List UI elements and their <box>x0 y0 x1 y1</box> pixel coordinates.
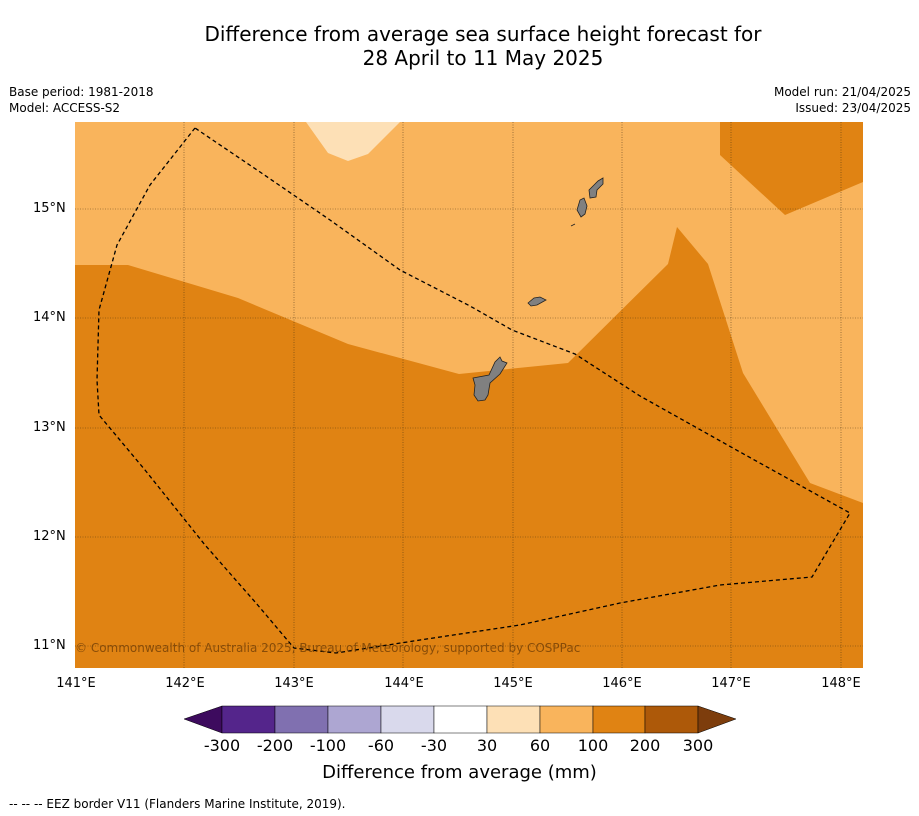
lon-label: 141°E <box>56 676 96 691</box>
lon-label: 144°E <box>384 676 424 691</box>
colorbar-bin <box>221 705 276 734</box>
colorbar-tick: 300 <box>682 736 714 755</box>
colorbar-bin <box>486 705 541 734</box>
land <box>472 177 604 402</box>
lat-label: 12°N <box>33 529 66 544</box>
colorbar-tick: -100 <box>309 736 347 755</box>
lon-label: 147°E <box>711 676 751 691</box>
colorbar-tick: -200 <box>256 736 294 755</box>
gridlines <box>75 122 863 668</box>
eez-border <box>96 127 851 654</box>
colorbar-bin <box>274 705 329 734</box>
issued-date: Issued: 23/04/2025 <box>795 101 911 115</box>
lat-label: 11°N <box>33 638 66 653</box>
map-title: Difference from average sea surface heig… <box>0 22 919 70</box>
region-dark-northeast <box>720 122 863 215</box>
tinian-island <box>576 197 588 218</box>
lon-label: 142°E <box>165 676 205 691</box>
model-name: Model: ACCESS-S2 <box>9 101 121 115</box>
colorbar-bin <box>380 705 435 734</box>
colorbar-tick: -60 <box>367 736 395 755</box>
lat-label: 15°N <box>33 201 66 216</box>
colorbar-tick: 60 <box>529 736 551 755</box>
colorbar-tick: 200 <box>629 736 661 755</box>
lon-label: 148°E <box>821 676 861 691</box>
title-line-2: 28 April to 11 May 2025 <box>362 46 604 70</box>
aguijan-island <box>570 223 576 227</box>
lon-label: 143°E <box>274 676 314 691</box>
model-run: Model run: 21/04/2025 <box>773 85 911 99</box>
colorbar-tick: 30 <box>476 736 498 755</box>
saipan-island <box>588 177 604 199</box>
colorbar-tick: 100 <box>577 736 609 755</box>
colorbar-tick: -30 <box>420 736 448 755</box>
base-period: Base period: 1981-2018 <box>9 85 154 99</box>
lon-label: 145°E <box>493 676 533 691</box>
copyright-notice: © Commonwealth of Australia 2025, Bureau… <box>75 641 581 655</box>
colorbar-tick: -300 <box>203 736 241 755</box>
colorbar <box>183 705 737 734</box>
colorbar-bin <box>644 705 699 734</box>
title-line-1: Difference from average sea surface heig… <box>204 22 762 46</box>
meta-right: Model run: 21/04/2025 Issued: 23/04/2025 <box>774 84 911 116</box>
colorbar-extend-max <box>697 705 737 734</box>
colorbar-bin <box>539 705 594 734</box>
lat-label: 14°N <box>33 310 66 325</box>
guam-island <box>472 356 508 402</box>
region-light <box>306 122 400 161</box>
eez-footnote: -- -- -- EEZ border V11 (Flanders Marine… <box>9 797 346 811</box>
lat-label: 13°N <box>33 420 66 435</box>
region-dark-main <box>75 227 863 668</box>
colorbar-bin <box>433 705 488 734</box>
colorbar-title: Difference from average (mm) <box>322 762 597 783</box>
colorbar-bin <box>592 705 646 734</box>
colorbar-bin <box>327 705 382 734</box>
rota-island <box>527 296 547 307</box>
colorbar-extend-min <box>183 705 223 734</box>
lon-label: 146°E <box>602 676 642 691</box>
meta-left: Base period: 1981-2018 Model: ACCESS-S2 <box>9 84 154 116</box>
